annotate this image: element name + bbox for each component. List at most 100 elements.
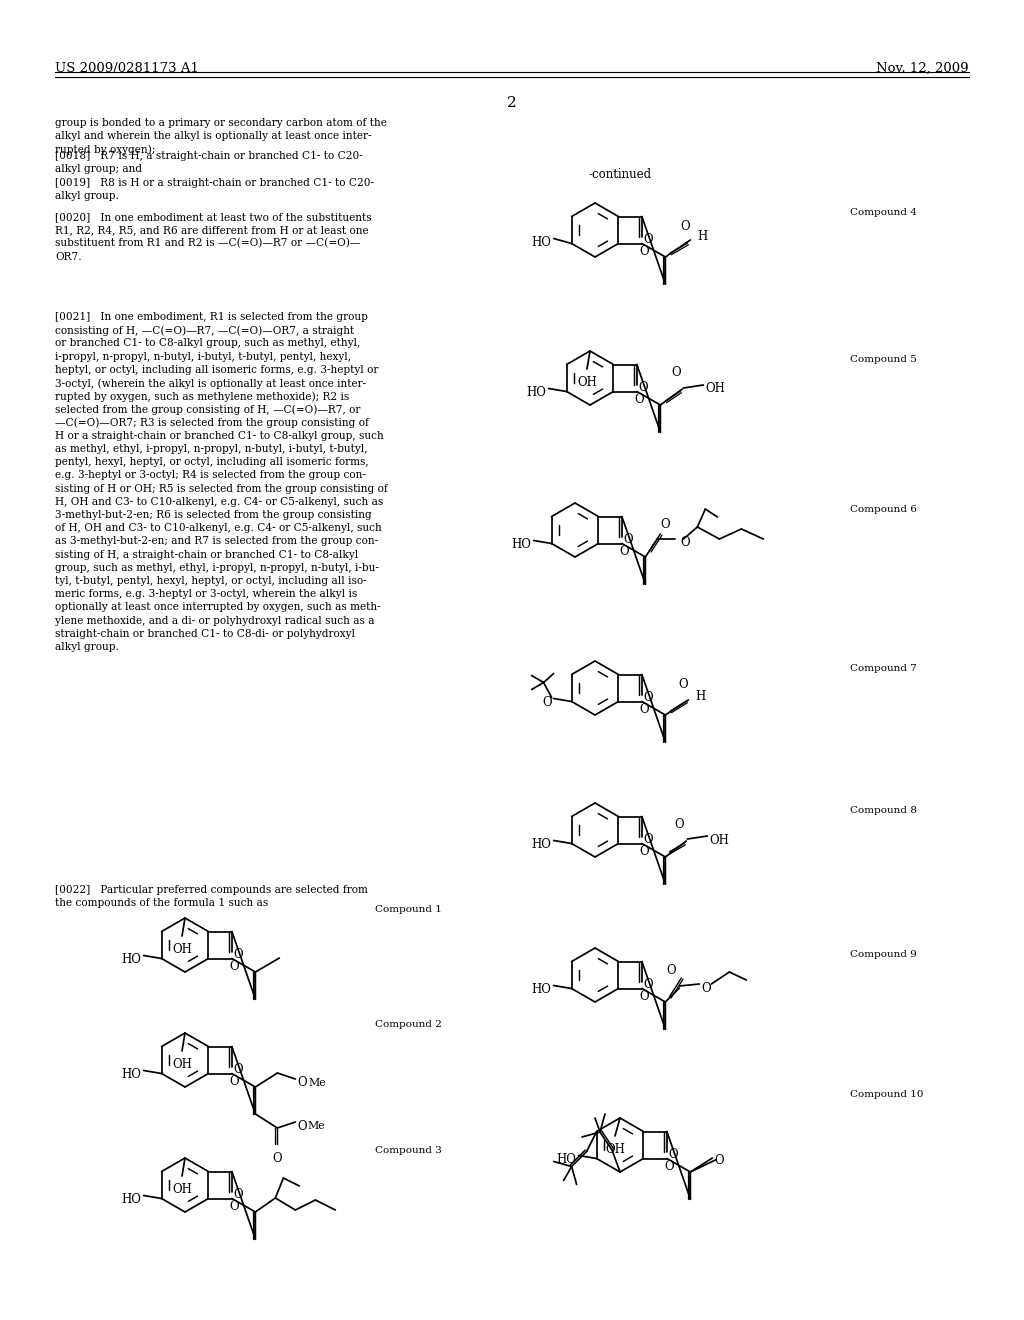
Text: sisting of H or OH; R5 is selected from the group consisting of: sisting of H or OH; R5 is selected from … <box>55 483 388 494</box>
Text: HO: HO <box>531 236 552 249</box>
Text: of H, OH and C3- to C10-alkenyl, e.g. C4- or C5-alkenyl, such: of H, OH and C3- to C10-alkenyl, e.g. C4… <box>55 523 382 533</box>
Text: Me: Me <box>308 1078 326 1088</box>
Text: OH: OH <box>710 834 729 847</box>
Text: O: O <box>660 517 670 531</box>
Text: O: O <box>701 982 711 994</box>
Text: substituent from R1 and R2 is —C(=O)—R7 or —C(=O)—: substituent from R1 and R2 is —C(=O)—R7 … <box>55 239 360 248</box>
Text: O: O <box>233 948 244 961</box>
Text: O: O <box>664 1160 674 1172</box>
Text: 3-methyl-but-2-en; R6 is selected from the group consisting: 3-methyl-but-2-en; R6 is selected from t… <box>55 510 372 520</box>
Text: OH: OH <box>605 1143 625 1156</box>
Text: O: O <box>297 1077 307 1089</box>
Text: i-propyl, n-propyl, n-butyl, i-butyl, t-butyl, pentyl, hexyl,: i-propyl, n-propyl, n-butyl, i-butyl, t-… <box>55 351 351 362</box>
Text: O: O <box>715 1154 724 1167</box>
Text: H or a straight-chain or branched C1- to C8-alkyl group, such: H or a straight-chain or branched C1- to… <box>55 430 384 441</box>
Text: O: O <box>639 990 648 1003</box>
Text: pentyl, hexyl, heptyl, or octyl, including all isomeric forms,: pentyl, hexyl, heptyl, or octyl, includi… <box>55 457 369 467</box>
Text: Compound 2: Compound 2 <box>375 1020 442 1030</box>
Text: rupted by oxygen, such as methylene methoxide); R2 is: rupted by oxygen, such as methylene meth… <box>55 391 349 401</box>
Text: O: O <box>681 220 690 234</box>
Text: consisting of H, —C(=O)—R7, —C(=O)—OR7, a straight: consisting of H, —C(=O)—R7, —C(=O)—OR7, … <box>55 325 354 335</box>
Text: OR7.: OR7. <box>55 252 82 261</box>
Text: Compound 4: Compound 4 <box>850 209 916 216</box>
Text: OH: OH <box>706 383 725 396</box>
Text: O: O <box>233 1063 244 1076</box>
Text: O: O <box>229 1074 239 1088</box>
Text: the compounds of the formula 1 such as: the compounds of the formula 1 such as <box>55 898 268 908</box>
Text: alkyl group.: alkyl group. <box>55 191 119 201</box>
Text: group, such as methyl, ethyl, i-propyl, n-propyl, n-butyl, i-bu-: group, such as methyl, ethyl, i-propyl, … <box>55 562 379 573</box>
Text: O: O <box>644 234 653 246</box>
Text: Compound 1: Compound 1 <box>375 906 442 913</box>
Text: O: O <box>639 845 648 858</box>
Text: rupted by oxygen);: rupted by oxygen); <box>55 144 156 154</box>
Text: [0018]   R7 is H, a straight-chain or branched C1- to C20-: [0018] R7 is H, a straight-chain or bran… <box>55 150 362 161</box>
Text: OH: OH <box>172 1183 191 1196</box>
Text: O: O <box>634 393 644 405</box>
Text: 2: 2 <box>507 96 517 110</box>
Text: HO: HO <box>512 539 531 550</box>
Text: OH: OH <box>172 1059 191 1071</box>
Text: meric forms, e.g. 3-heptyl or 3-octyl, wherein the alkyl is: meric forms, e.g. 3-heptyl or 3-octyl, w… <box>55 589 357 599</box>
Text: HO: HO <box>526 385 547 399</box>
Text: sisting of H, a straight-chain or branched C1- to C8-alkyl: sisting of H, a straight-chain or branch… <box>55 549 358 560</box>
Text: Compound 9: Compound 9 <box>850 950 916 960</box>
Text: straight-chain or branched C1- to C8-di- or polyhydroxyl: straight-chain or branched C1- to C8-di-… <box>55 628 355 639</box>
Text: O: O <box>229 1200 239 1213</box>
Text: Compound 10: Compound 10 <box>850 1090 924 1100</box>
Text: [0019]   R8 is H or a straight-chain or branched C1- to C20-: [0019] R8 is H or a straight-chain or br… <box>55 178 374 187</box>
Text: HO: HO <box>557 1152 577 1166</box>
Text: -continued: -continued <box>589 168 651 181</box>
Text: H: H <box>697 231 708 243</box>
Text: Compound 5: Compound 5 <box>850 355 916 364</box>
Text: OH: OH <box>172 942 191 956</box>
Text: tyl, t-butyl, pentyl, hexyl, heptyl, or octyl, including all iso-: tyl, t-butyl, pentyl, hexyl, heptyl, or … <box>55 576 367 586</box>
Text: O: O <box>620 545 629 558</box>
Text: OH: OH <box>578 376 597 389</box>
Text: Compound 6: Compound 6 <box>850 506 916 513</box>
Text: Me: Me <box>307 1121 325 1131</box>
Text: O: O <box>680 536 690 549</box>
Text: HO: HO <box>122 953 141 966</box>
Text: group is bonded to a primary or secondary carbon atom of the: group is bonded to a primary or secondar… <box>55 117 387 128</box>
Text: Compound 3: Compound 3 <box>375 1146 442 1155</box>
Text: O: O <box>675 818 684 832</box>
Text: O: O <box>639 702 648 715</box>
Text: alkyl and wherein the alkyl is optionally at least once inter-: alkyl and wherein the alkyl is optionall… <box>55 131 372 141</box>
Text: Nov. 12, 2009: Nov. 12, 2009 <box>877 62 969 75</box>
Text: O: O <box>229 960 239 973</box>
Text: or branched C1- to C8-alkyl group, such as methyl, ethyl,: or branched C1- to C8-alkyl group, such … <box>55 338 360 348</box>
Text: US 2009/0281173 A1: US 2009/0281173 A1 <box>55 62 199 75</box>
Text: HO: HO <box>531 838 552 851</box>
Text: H, OH and C3- to C10-alkenyl, e.g. C4- or C5-alkenyl, such as: H, OH and C3- to C10-alkenyl, e.g. C4- o… <box>55 496 383 507</box>
Text: O: O <box>644 833 653 846</box>
Text: H: H <box>695 690 706 704</box>
Text: O: O <box>667 964 676 977</box>
Text: [0022]   Particular preferred compounds are selected from: [0022] Particular preferred compounds ar… <box>55 884 368 895</box>
Text: as methyl, ethyl, i-propyl, n-propyl, n-butyl, i-butyl, t-butyl,: as methyl, ethyl, i-propyl, n-propyl, n-… <box>55 444 368 454</box>
Text: heptyl, or octyl, including all isomeric forms, e.g. 3-heptyl or: heptyl, or octyl, including all isomeric… <box>55 364 379 375</box>
Text: HO: HO <box>122 1068 141 1081</box>
Text: O: O <box>644 690 653 704</box>
Text: optionally at least once interrupted by oxygen, such as meth-: optionally at least once interrupted by … <box>55 602 381 612</box>
Text: O: O <box>233 1188 244 1201</box>
Text: O: O <box>679 678 688 692</box>
Text: as 3-methyl-but-2-en; and R7 is selected from the group con-: as 3-methyl-but-2-en; and R7 is selected… <box>55 536 378 546</box>
Text: selected from the group consisting of H, —C(=O)—R7, or: selected from the group consisting of H,… <box>55 404 360 414</box>
Text: HO: HO <box>122 1193 141 1206</box>
Text: O: O <box>644 978 653 991</box>
Text: O: O <box>639 244 648 257</box>
Text: alkyl group; and: alkyl group; and <box>55 164 142 174</box>
Text: Compound 8: Compound 8 <box>850 807 916 814</box>
Text: [0020]   In one embodiment at least two of the substituents: [0020] In one embodiment at least two of… <box>55 213 372 222</box>
Text: R1, R2, R4, R5, and R6 are different from H or at least one: R1, R2, R4, R5, and R6 are different fro… <box>55 226 369 235</box>
Text: Compound 7: Compound 7 <box>850 664 916 673</box>
Text: O: O <box>669 1148 679 1162</box>
Text: O: O <box>624 533 634 546</box>
Text: HO: HO <box>531 983 552 997</box>
Text: 3-octyl, (wherein the alkyl is optionally at least once inter-: 3-octyl, (wherein the alkyl is optionall… <box>55 378 367 388</box>
Text: alkyl group.: alkyl group. <box>55 642 119 652</box>
Text: [0021]   In one embodiment, R1 is selected from the group: [0021] In one embodiment, R1 is selected… <box>55 312 368 322</box>
Text: e.g. 3-heptyl or 3-octyl; R4 is selected from the group con-: e.g. 3-heptyl or 3-octyl; R4 is selected… <box>55 470 366 480</box>
Text: O: O <box>672 367 681 380</box>
